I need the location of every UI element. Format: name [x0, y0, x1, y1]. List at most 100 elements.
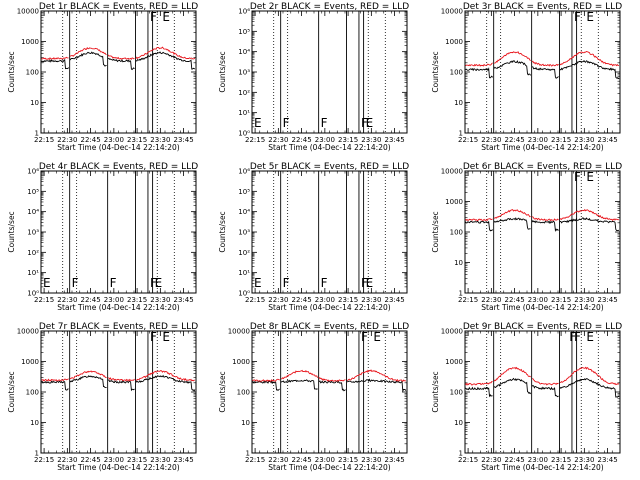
- x-tick-label: 22:45: [505, 456, 525, 464]
- x-tick-label: 22:15: [458, 296, 478, 304]
- y-tick-label: 100: [450, 69, 463, 77]
- y-tick-label: 10000: [441, 8, 463, 16]
- y-tick-label: 100: [26, 69, 39, 77]
- x-tick-label: 23:00: [104, 296, 124, 304]
- x-axis-label: Start Time (04-Dec-14 22:14:20): [57, 303, 179, 312]
- chart-title: Det 5r BLACK = Events, RED = LLD: [250, 162, 409, 172]
- y-tick-label: 10: [454, 99, 463, 107]
- events-series-line: [135, 374, 196, 392]
- x-tick-label: 22:45: [81, 136, 101, 144]
- lld-series-line: [493, 366, 531, 382]
- y-tick-label: 10: [30, 99, 39, 107]
- y-tick-label: 1000: [445, 358, 463, 366]
- x-tick-label: 23:30: [574, 136, 594, 144]
- plot-frame: [40, 10, 197, 134]
- flag-label: F: [283, 276, 290, 290]
- events-series-line: [280, 379, 318, 390]
- x-tick-label: 23:30: [150, 296, 170, 304]
- y-axis-label: Counts/sec: [218, 211, 227, 252]
- y-tick-label: 10²: [238, 89, 250, 97]
- x-tick-label: 22:30: [57, 296, 77, 304]
- x-axis-label: Start Time (04-Dec-14 22:14:20): [481, 463, 603, 472]
- x-axis-label: Start Time (04-Dec-14 22:14:20): [268, 303, 390, 312]
- x-tick-label: 23:45: [598, 296, 618, 304]
- y-axis-label: Counts/sec: [431, 51, 440, 92]
- x-tick-label: 23:00: [104, 456, 124, 464]
- chart-title: Det 1r BLACK = Events, RED = LLD: [39, 2, 198, 12]
- y-tick-label: 10: [454, 419, 463, 427]
- y-tick-label: 100: [450, 389, 463, 397]
- flag-label: F: [361, 276, 368, 290]
- events-series-line: [559, 378, 620, 398]
- x-tick-label: 23:00: [528, 456, 548, 464]
- y-tick-label: 1: [35, 450, 39, 458]
- lld-series-line: [493, 209, 531, 219]
- lld-series-line: [531, 216, 559, 222]
- y-tick-label: 10⁴: [238, 48, 250, 56]
- y-axis-label: Counts/sec: [7, 51, 16, 92]
- y-tick-label: 10000: [17, 328, 39, 336]
- chart-title: Det 2r BLACK = Events, RED = LLD: [250, 2, 409, 12]
- lld-series-line: [531, 60, 559, 67]
- events-series-line: [493, 377, 531, 395]
- chart-title: Det 6r BLACK = Events, RED = LLD: [463, 162, 622, 172]
- y-tick-label: 1: [35, 130, 39, 138]
- y-tick-label: 10⁵: [27, 188, 39, 196]
- y-tick-label: 1000: [232, 358, 250, 366]
- x-tick-label: 23:45: [385, 456, 405, 464]
- flag-label: F: [574, 330, 581, 344]
- y-tick-label: 1000: [445, 38, 463, 46]
- flag-label: E: [586, 330, 594, 344]
- x-tick-label: 23:45: [598, 136, 618, 144]
- lld-series-line: [135, 46, 196, 60]
- x-tick-label: 22:15: [34, 136, 54, 144]
- x-tick-label: 22:45: [292, 136, 312, 144]
- y-tick-label: 10: [454, 259, 463, 267]
- y-tick-label: 10¹: [238, 109, 250, 117]
- y-tick-label: 10³: [238, 69, 250, 77]
- x-tick-label: 22:15: [458, 136, 478, 144]
- events-series-line: [559, 59, 620, 79]
- lld-series-line: [41, 56, 69, 61]
- chart-panel: Det 2r BLACK = Events, RED = LLD 10⁰ 10¹ 10…: [218, 2, 409, 152]
- x-tick-label: 22:45: [292, 456, 312, 464]
- chart-panel: Det 7r BLACK = Events, RED = LLD 1 10 100 10…: [7, 322, 198, 472]
- x-tick-label: 23:00: [315, 136, 335, 144]
- x-tick-label: 22:30: [481, 136, 501, 144]
- plot-frame: [464, 10, 621, 134]
- x-tick-label: 23:00: [528, 296, 548, 304]
- flag-label: F: [110, 276, 117, 290]
- x-tick-label: 22:30: [268, 136, 288, 144]
- x-tick-label: 23:00: [528, 136, 548, 144]
- y-axis-label: Counts/sec: [218, 51, 227, 92]
- lld-series-line: [346, 369, 407, 382]
- y-tick-label: 10: [241, 419, 250, 427]
- x-tick-label: 23:45: [174, 456, 194, 464]
- x-axis-label: Start Time (04-Dec-14 22:14:20): [268, 463, 390, 472]
- x-tick-label: 23:15: [338, 456, 358, 464]
- lld-series-line: [559, 51, 619, 67]
- x-tick-label: 23:45: [174, 296, 194, 304]
- x-tick-label: 23:30: [150, 456, 170, 464]
- lld-series-line: [494, 51, 531, 64]
- flag-label: F: [569, 330, 576, 344]
- flag-label: E: [366, 276, 374, 290]
- flag-label: F: [283, 116, 290, 130]
- y-tick-label: 100: [237, 389, 250, 397]
- x-tick-label: 23:15: [127, 136, 147, 144]
- y-tick-label: 1: [246, 450, 250, 458]
- y-tick-label: 10¹: [27, 269, 39, 277]
- y-tick-label: 1000: [445, 198, 463, 206]
- flag-label: E: [162, 10, 170, 24]
- x-tick-label: 23:15: [338, 296, 358, 304]
- plot-frame: [251, 10, 408, 134]
- x-tick-label: 22:15: [34, 296, 54, 304]
- y-tick-label: 10⁰: [27, 290, 39, 298]
- x-tick-label: 23:15: [127, 296, 147, 304]
- y-tick-label: 1000: [21, 38, 39, 46]
- events-series-line: [41, 59, 69, 70]
- flag-label: F: [574, 10, 581, 24]
- chart-panel: Det 9r BLACK = Events, RED = LLD 1 10 100 10…: [431, 322, 622, 472]
- events-series-line: [69, 51, 107, 67]
